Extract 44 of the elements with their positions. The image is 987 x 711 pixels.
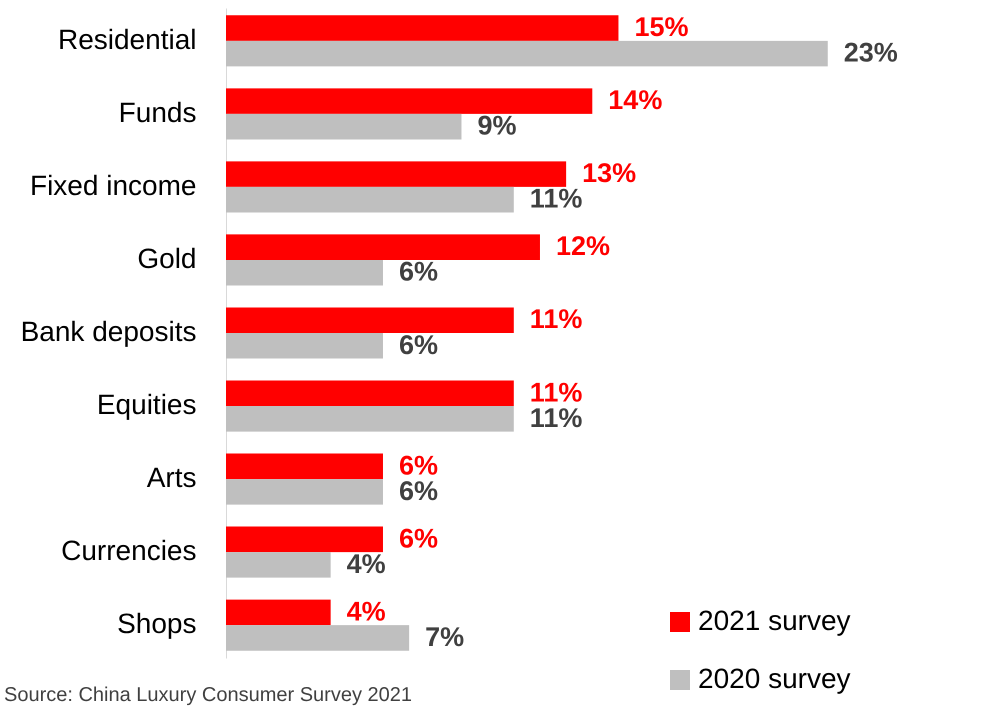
y-tick-label: Bank deposits [20, 316, 196, 347]
y-tick-label: Gold [137, 242, 196, 274]
data-label: 4% [346, 548, 386, 579]
bar [226, 307, 514, 333]
bar [226, 380, 514, 406]
source-note: Source: China Luxury Consumer Survey 2021 [4, 684, 412, 707]
data-label: 11% [530, 184, 582, 214]
bar [226, 114, 462, 140]
data-label: 13% [582, 158, 636, 188]
bar [226, 186, 514, 212]
legend-label: 2021 survey [698, 605, 851, 636]
data-label: 7% [425, 622, 464, 652]
bar [226, 161, 566, 187]
data-label: 23% [844, 38, 898, 68]
legend-label: 2020 survey [698, 663, 851, 694]
y-tick-label: Arts [146, 462, 196, 494]
data-label: 6% [398, 523, 438, 554]
bar [226, 406, 514, 432]
bar [226, 234, 540, 260]
bar [226, 15, 618, 41]
y-tick-label: Equities [96, 389, 196, 420]
y-tick-label: Funds [118, 96, 196, 128]
data-label: 14% [608, 85, 662, 116]
data-label: 6% [398, 256, 438, 287]
bar [226, 600, 331, 626]
bar [226, 40, 828, 66]
y-tick-label: Shops [117, 608, 196, 640]
y-tick-label: Currencies [61, 535, 196, 566]
bar [226, 479, 383, 505]
data-label: 15% [634, 12, 689, 42]
bar [226, 552, 331, 578]
data-label: 4% [346, 596, 386, 626]
data-label: 6% [398, 330, 438, 360]
bar [226, 88, 592, 114]
data-label: 9% [477, 110, 517, 141]
bar [226, 625, 410, 651]
bar [226, 260, 383, 286]
bar [226, 526, 383, 552]
bar [226, 333, 383, 359]
data-label: 11% [530, 304, 582, 334]
y-tick-label: Fixed income [30, 170, 196, 201]
y-tick-label: Residential [58, 24, 196, 55]
data-label: 12% [556, 231, 610, 262]
bar [226, 454, 383, 480]
